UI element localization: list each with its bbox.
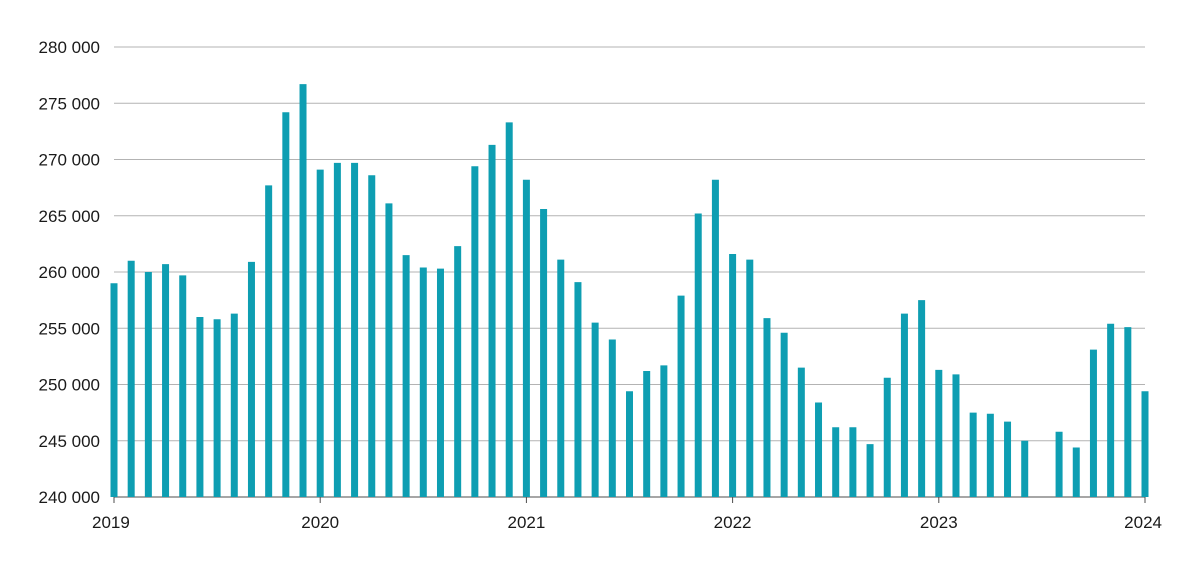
bar bbox=[282, 112, 290, 497]
x-tick-label: 2019 bbox=[92, 513, 130, 532]
bar bbox=[900, 313, 908, 497]
y-tick-label: 265 000 bbox=[39, 207, 100, 226]
bar bbox=[368, 175, 376, 497]
bar bbox=[1055, 431, 1063, 497]
x-tick-label: 2023 bbox=[920, 513, 958, 532]
bar bbox=[1141, 391, 1149, 497]
bar bbox=[694, 213, 702, 497]
bar bbox=[832, 427, 840, 497]
bar bbox=[780, 332, 788, 497]
x-axis: 2019 2020 2021 2022 2023 2024 bbox=[92, 497, 1162, 532]
bar bbox=[952, 374, 960, 497]
y-tick-label: 240 000 bbox=[39, 488, 100, 507]
bar bbox=[763, 318, 771, 497]
bar bbox=[746, 259, 754, 497]
bar bbox=[1089, 349, 1097, 497]
bar bbox=[797, 367, 805, 497]
bar bbox=[471, 166, 479, 497]
bar bbox=[144, 272, 152, 497]
bar bbox=[608, 339, 616, 497]
bar bbox=[179, 275, 187, 497]
bar bbox=[196, 317, 204, 497]
bar bbox=[488, 144, 496, 497]
bar bbox=[969, 412, 977, 497]
bars bbox=[110, 84, 1149, 497]
bar bbox=[986, 413, 994, 497]
bar bbox=[677, 295, 685, 497]
y-tick-label: 250 000 bbox=[39, 376, 100, 395]
bar bbox=[213, 319, 221, 497]
bar bbox=[1021, 440, 1029, 497]
x-tick-label: 2020 bbox=[301, 513, 339, 532]
bar bbox=[883, 377, 891, 497]
bar bbox=[402, 255, 410, 497]
y-tick-label: 275 000 bbox=[39, 94, 100, 113]
bar bbox=[351, 162, 359, 497]
bar bbox=[247, 261, 255, 497]
bar bbox=[454, 246, 462, 497]
x-tick-label: 2021 bbox=[507, 513, 545, 532]
bar bbox=[643, 371, 651, 497]
bar bbox=[849, 427, 857, 497]
y-tick-label: 260 000 bbox=[39, 263, 100, 282]
bar bbox=[918, 300, 926, 497]
y-tick-label: 245 000 bbox=[39, 432, 100, 451]
bar bbox=[162, 264, 170, 497]
y-axis-tick-labels: 240 000 245 000 250 000 255 000 260 000 265 0… bbox=[39, 38, 100, 507]
bar bbox=[265, 185, 273, 497]
bar bbox=[591, 322, 599, 497]
bar bbox=[505, 122, 513, 497]
y-tick-label: 270 000 bbox=[39, 151, 100, 170]
bar bbox=[436, 268, 444, 497]
bar bbox=[1124, 327, 1132, 497]
bar bbox=[935, 369, 943, 497]
bar bbox=[1072, 447, 1080, 497]
bar bbox=[815, 402, 823, 497]
bar bbox=[557, 259, 565, 497]
bar bbox=[540, 209, 548, 497]
y-tick-label: 255 000 bbox=[39, 319, 100, 338]
bar bbox=[385, 203, 393, 497]
bar bbox=[711, 179, 719, 497]
bar bbox=[299, 84, 307, 497]
bar bbox=[574, 282, 582, 497]
bar bbox=[333, 162, 341, 497]
bar bbox=[660, 365, 668, 497]
y-tick-label: 280 000 bbox=[39, 38, 100, 57]
x-tick-label: 2022 bbox=[714, 513, 752, 532]
bar bbox=[230, 313, 238, 497]
bar bbox=[1107, 323, 1115, 497]
bar bbox=[1004, 421, 1012, 497]
bar bbox=[419, 267, 427, 497]
x-tick-label: 2024 bbox=[1124, 513, 1162, 532]
bar bbox=[866, 444, 874, 497]
bar bbox=[127, 260, 135, 497]
bar bbox=[110, 283, 118, 497]
bar bbox=[316, 169, 324, 497]
bar bbox=[729, 254, 737, 497]
bar bbox=[522, 179, 530, 497]
bar bbox=[626, 391, 633, 497]
